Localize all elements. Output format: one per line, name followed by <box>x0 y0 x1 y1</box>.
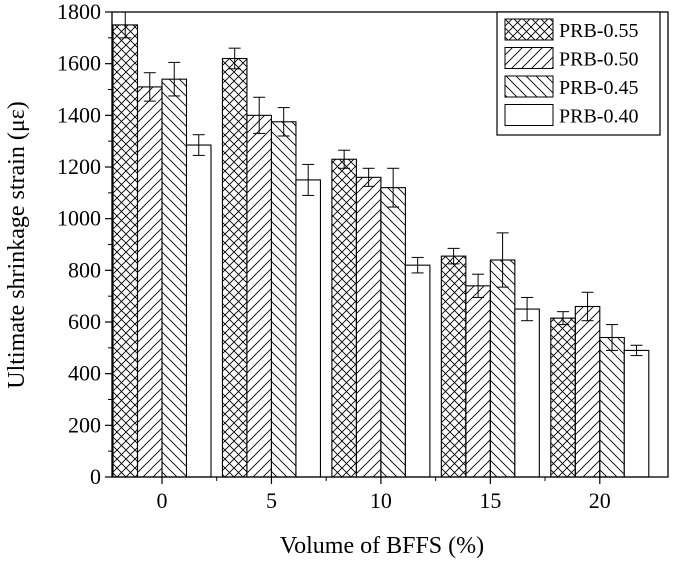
bar-prb-0.55-10 <box>331 158 357 478</box>
bar-prb-0.45-5 <box>270 121 297 478</box>
y-tick-label: 800 <box>68 257 101 282</box>
bar-prb-0.50-5 <box>246 114 272 478</box>
legend-swatch <box>504 47 554 69</box>
x-tick-label: 10 <box>370 488 392 513</box>
x-tick-label: 15 <box>479 488 501 513</box>
y-tick-label: 200 <box>68 412 101 437</box>
legend-swatch <box>504 18 554 41</box>
bar-prb-0.50-15 <box>465 285 491 478</box>
bars-layer <box>112 11 650 478</box>
legend-label: PRB-0.55 <box>559 20 638 42</box>
bar-prb-0.45-20 <box>599 336 625 478</box>
legend-swatch <box>504 104 554 126</box>
x-tick-label: 5 <box>266 488 277 513</box>
legend-label: PRB-0.40 <box>559 106 638 128</box>
bar-prb-0.40-20 <box>623 349 650 478</box>
y-tick-label: 1600 <box>57 51 101 76</box>
legend-label: PRB-0.50 <box>559 49 638 71</box>
bar-prb-0.50-20 <box>574 305 601 478</box>
bar-prb-0.50-10 <box>355 176 382 478</box>
bar-prb-0.45-10 <box>380 187 406 478</box>
legend: PRB-0.55 PRB-0.50 PRB-0.45 PRB-0.40 <box>496 11 661 136</box>
y-tick-label: 1800 <box>57 0 101 24</box>
axes-layer: 0 5 10 15 2002004006008001000120014001600180… <box>57 0 669 513</box>
y-axis-label: Ultimate shrinkage strain (με) <box>4 101 30 389</box>
x-tick-label: 0 <box>157 488 168 513</box>
y-tick-label: 1400 <box>57 102 101 127</box>
y-tick-label: 1000 <box>57 206 101 231</box>
x-axis-label: Volume of BFFS (%) <box>280 533 484 559</box>
bar-prb-0.55-15 <box>440 255 467 478</box>
bar-prb-0.40-0 <box>185 144 212 478</box>
legend-swatch <box>504 75 554 98</box>
y-tick-label: 600 <box>68 309 101 334</box>
y-tick-label: 1200 <box>57 154 101 179</box>
bar-prb-0.50-0 <box>136 86 163 478</box>
y-tick-label: 400 <box>68 361 101 386</box>
bar-prb-0.55-20 <box>550 317 576 478</box>
bar-prb-0.55-5 <box>221 57 248 478</box>
bar-prb-0.40-15 <box>514 308 540 478</box>
bar-prb-0.45-0 <box>161 78 188 478</box>
bar-prb-0.45-15 <box>489 259 516 478</box>
x-tick-label: 20 <box>589 488 611 513</box>
legend-label: PRB-0.45 <box>559 77 638 99</box>
bar-prb-0.55-0 <box>112 24 139 478</box>
bar-prb-0.40-5 <box>295 179 321 478</box>
bar-prb-0.40-10 <box>404 264 431 478</box>
y-tick-label: 0 <box>90 464 101 489</box>
